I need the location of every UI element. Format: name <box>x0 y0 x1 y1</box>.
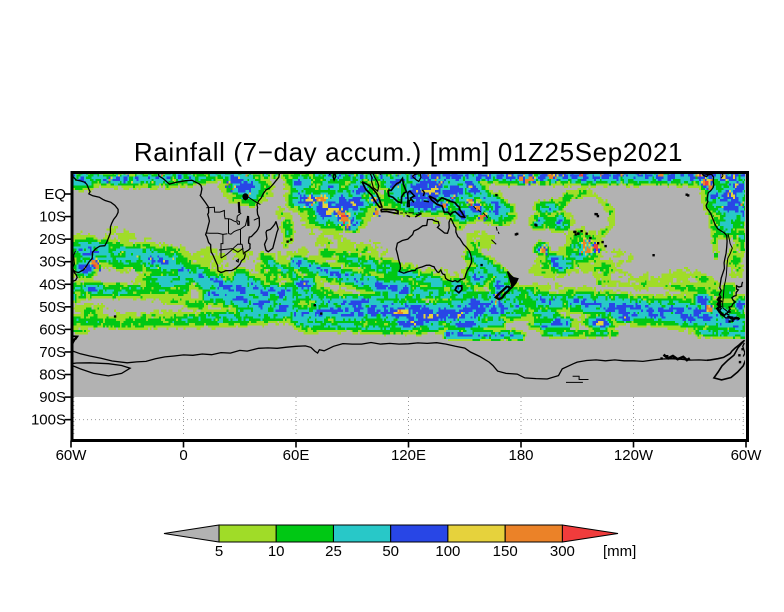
svg-text:Rainfall (7−day accum.) [mm] 0: Rainfall (7−day accum.) [mm] 01Z25Sep202… <box>134 137 683 167</box>
svg-text:EQ: EQ <box>44 186 66 203</box>
svg-text:0: 0 <box>179 447 187 464</box>
svg-text:90S: 90S <box>39 389 66 406</box>
svg-text:60W: 60W <box>56 447 88 464</box>
svg-text:60S: 60S <box>39 321 66 338</box>
svg-text:5: 5 <box>215 543 223 560</box>
svg-text:80S: 80S <box>39 367 66 384</box>
svg-text:120W: 120W <box>614 447 654 464</box>
svg-text:150: 150 <box>493 543 518 560</box>
svg-text:30S: 30S <box>39 254 66 271</box>
svg-text:[mm]: [mm] <box>603 543 636 560</box>
svg-text:40S: 40S <box>39 276 66 293</box>
svg-text:100: 100 <box>435 543 460 560</box>
svg-text:180: 180 <box>508 447 533 464</box>
svg-text:10S: 10S <box>39 209 66 226</box>
svg-text:100S: 100S <box>31 412 66 429</box>
svg-text:70S: 70S <box>39 344 66 361</box>
svg-text:10: 10 <box>268 543 285 560</box>
svg-text:20S: 20S <box>39 231 66 248</box>
svg-text:300: 300 <box>550 543 575 560</box>
svg-text:25: 25 <box>325 543 342 560</box>
svg-text:60W: 60W <box>731 447 763 464</box>
svg-text:60E: 60E <box>283 447 310 464</box>
svg-text:120E: 120E <box>391 447 426 464</box>
svg-text:50: 50 <box>382 543 399 560</box>
svg-text:50S: 50S <box>39 299 66 316</box>
